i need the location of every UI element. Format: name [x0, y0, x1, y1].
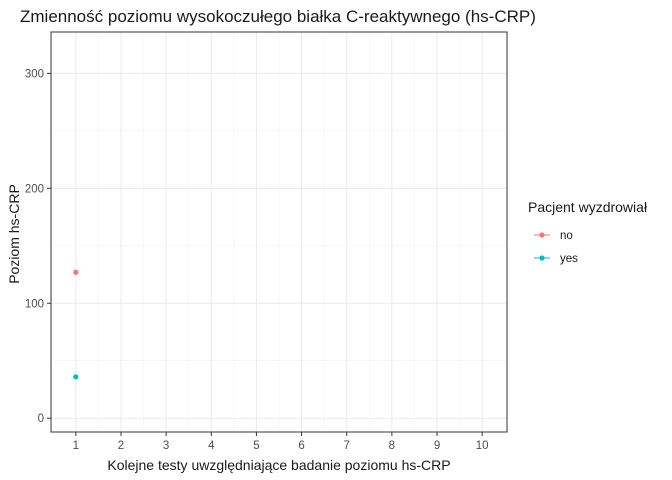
x-tick-label: 9 — [434, 440, 440, 452]
x-tick-label: 3 — [163, 440, 169, 452]
x-tick-label: 10 — [476, 440, 489, 452]
x-tick-label: 8 — [389, 440, 395, 452]
y-tick-label: 200 — [25, 183, 44, 195]
chart-title: Zmienność poziomu wysokoczułego białka C… — [20, 7, 536, 26]
legend-key-point-no — [539, 232, 545, 238]
x-tick-label: 4 — [208, 440, 215, 452]
y-tick-label: 0 — [38, 413, 44, 425]
data-point-yes — [73, 374, 79, 380]
legend: Pacjent wyzdrowiał no yes — [528, 199, 648, 265]
legend-items: no yes — [534, 230, 578, 265]
panel-border — [50, 31, 508, 433]
y-tick-label: 300 — [25, 68, 44, 80]
legend-label-yes: yes — [560, 253, 578, 265]
x-tick-label: 1 — [73, 440, 79, 452]
y-tick-label: 100 — [25, 298, 44, 310]
data-points — [73, 269, 79, 380]
x-tick-label: 7 — [344, 440, 350, 452]
x-tick-label: 5 — [253, 440, 259, 452]
y-axis-title: Poziom hs-CRP — [6, 184, 22, 284]
x-axis-title: Kolejne testy uwzględniające badanie poz… — [107, 457, 450, 473]
legend-key-point-yes — [539, 255, 545, 261]
grid-lines — [51, 32, 507, 432]
legend-label-no: no — [560, 230, 573, 242]
x-tick-label: 6 — [298, 440, 304, 452]
data-point-no — [73, 269, 79, 275]
x-tick-label: 2 — [118, 440, 124, 452]
legend-title: Pacjent wyzdrowiał — [528, 199, 648, 215]
